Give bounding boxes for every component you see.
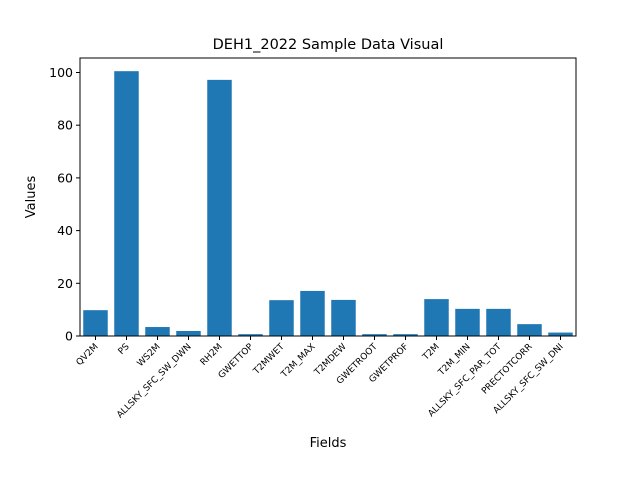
bar-t2m: [424, 299, 449, 336]
bar-t2mwet: [269, 300, 294, 336]
x-tick-label: RH2M: [199, 342, 225, 368]
y-tick-label: 0: [65, 329, 73, 344]
chart-title: DEH1_2022 Sample Data Visual: [213, 37, 444, 53]
bar-allsky-sfc-par-tot: [486, 308, 511, 336]
y-tick-label: 100: [49, 65, 73, 80]
bar-gwetprof: [393, 334, 418, 336]
bar-t2mdew: [331, 299, 356, 336]
x-tick-label: QV2M: [75, 342, 101, 368]
x-tick-label: PS: [117, 342, 132, 357]
x-tick-label: WS2M: [136, 342, 163, 369]
y-tick-label: 40: [57, 223, 73, 238]
bar-gwettop: [238, 334, 263, 336]
bar-prectotcorr: [517, 324, 542, 336]
bar-allsky-sfc-sw-dwn: [176, 330, 201, 336]
bar-t2m-min: [455, 308, 480, 336]
plot-frame: [79, 57, 577, 337]
bar-ps: [114, 71, 139, 337]
bar-ws2m: [145, 327, 170, 336]
bar-t2m-max: [300, 290, 325, 336]
x-tick-label: T2M: [420, 342, 441, 363]
y-tick-label: 20: [57, 276, 73, 291]
y-tick-label: 60: [57, 170, 73, 185]
x-axis-label: Fields: [310, 436, 347, 451]
bar-allsky-sfc-sw-dni: [548, 332, 573, 336]
y-axis-label: Values: [24, 176, 39, 219]
bar-gwetroot: [362, 334, 387, 336]
y-axis: 0 20 40 60 80 100: [49, 65, 80, 344]
y-tick-label: 80: [57, 118, 73, 133]
bar-qv2m: [83, 310, 108, 336]
bar-rh2m: [207, 79, 232, 337]
bars-group: [83, 71, 573, 337]
